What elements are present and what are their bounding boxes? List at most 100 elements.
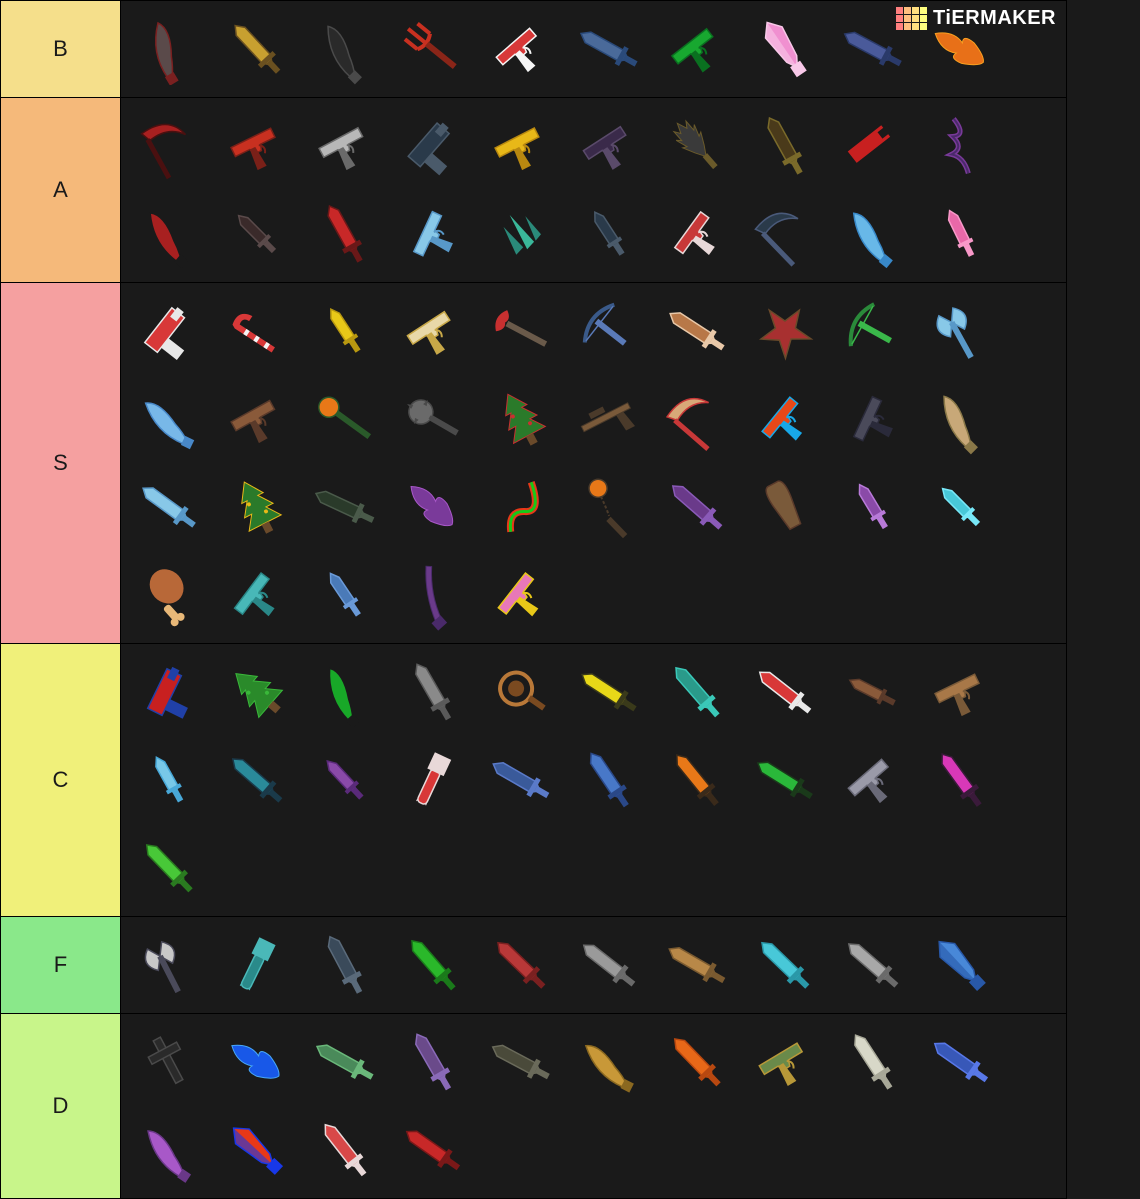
tier-item[interactable] xyxy=(391,377,475,461)
tier-item[interactable] xyxy=(391,1020,475,1104)
tier-item[interactable] xyxy=(215,104,299,188)
tier-item[interactable] xyxy=(567,923,651,1007)
tier-item[interactable] xyxy=(303,104,387,188)
tier-item[interactable] xyxy=(127,923,211,1007)
tier-item[interactable] xyxy=(567,7,651,91)
tier-item[interactable] xyxy=(479,7,563,91)
tier-item[interactable] xyxy=(391,289,475,373)
tier-item[interactable] xyxy=(127,1020,211,1104)
tier-item[interactable] xyxy=(215,923,299,1007)
tier-label[interactable]: S xyxy=(1,283,121,643)
tier-item[interactable] xyxy=(655,377,739,461)
tier-items-container[interactable] xyxy=(121,644,1066,916)
tier-item[interactable] xyxy=(479,738,563,822)
tier-item[interactable] xyxy=(303,192,387,276)
tier-item[interactable] xyxy=(743,650,827,734)
tier-item[interactable] xyxy=(303,377,387,461)
tier-item[interactable] xyxy=(655,650,739,734)
tier-item[interactable] xyxy=(743,738,827,822)
tier-item[interactable] xyxy=(303,7,387,91)
tier-item[interactable] xyxy=(303,465,387,549)
tier-item[interactable] xyxy=(127,377,211,461)
tier-label[interactable]: B xyxy=(1,1,121,97)
tier-item[interactable] xyxy=(303,738,387,822)
tier-item[interactable] xyxy=(215,192,299,276)
tier-item[interactable] xyxy=(215,738,299,822)
tier-item[interactable] xyxy=(391,1108,475,1192)
tier-item[interactable] xyxy=(919,1020,1003,1104)
tier-items-container[interactable] xyxy=(121,98,1066,282)
tier-item[interactable] xyxy=(743,192,827,276)
tier-item[interactable] xyxy=(215,7,299,91)
tier-item[interactable] xyxy=(479,289,563,373)
tier-item[interactable] xyxy=(831,104,915,188)
tier-item[interactable] xyxy=(567,465,651,549)
tier-item[interactable] xyxy=(919,377,1003,461)
tier-item[interactable] xyxy=(391,465,475,549)
tier-label[interactable]: C xyxy=(1,644,121,916)
tier-item[interactable] xyxy=(127,1108,211,1192)
tier-item[interactable] xyxy=(303,1020,387,1104)
tier-item[interactable] xyxy=(215,377,299,461)
tier-item[interactable] xyxy=(127,465,211,549)
tier-item[interactable] xyxy=(655,465,739,549)
tier-item[interactable] xyxy=(655,289,739,373)
tier-item[interactable] xyxy=(215,289,299,373)
tier-item[interactable] xyxy=(391,738,475,822)
tier-item[interactable] xyxy=(479,923,563,1007)
tier-item[interactable] xyxy=(919,289,1003,373)
tier-item[interactable] xyxy=(655,738,739,822)
tier-item[interactable] xyxy=(127,738,211,822)
tier-item[interactable] xyxy=(831,192,915,276)
tier-item[interactable] xyxy=(919,192,1003,276)
tier-item[interactable] xyxy=(127,104,211,188)
tier-item[interactable] xyxy=(479,104,563,188)
tier-item[interactable] xyxy=(127,650,211,734)
tier-item[interactable] xyxy=(567,192,651,276)
tier-item[interactable] xyxy=(831,289,915,373)
tier-item[interactable] xyxy=(303,289,387,373)
tier-item[interactable] xyxy=(391,650,475,734)
tier-item[interactable] xyxy=(831,377,915,461)
tier-item[interactable] xyxy=(303,553,387,637)
tier-item[interactable] xyxy=(919,650,1003,734)
tier-item[interactable] xyxy=(479,192,563,276)
tier-item[interactable] xyxy=(479,650,563,734)
tier-item[interactable] xyxy=(567,289,651,373)
tier-item[interactable] xyxy=(479,1020,563,1104)
tier-items-container[interactable] xyxy=(121,917,1066,1013)
tier-item[interactable] xyxy=(831,1020,915,1104)
tier-item[interactable] xyxy=(215,553,299,637)
tier-item[interactable] xyxy=(215,1108,299,1192)
tier-item[interactable] xyxy=(655,104,739,188)
tier-item[interactable] xyxy=(303,923,387,1007)
tier-item[interactable] xyxy=(567,104,651,188)
tier-item[interactable] xyxy=(567,650,651,734)
tier-item[interactable] xyxy=(567,377,651,461)
tier-item[interactable] xyxy=(479,465,563,549)
tier-item[interactable] xyxy=(391,104,475,188)
tier-item[interactable] xyxy=(127,7,211,91)
tier-item[interactable] xyxy=(391,923,475,1007)
tier-item[interactable] xyxy=(919,923,1003,1007)
tier-item[interactable] xyxy=(479,553,563,637)
tier-item[interactable] xyxy=(567,738,651,822)
tier-label[interactable]: D xyxy=(1,1014,121,1198)
tier-item[interactable] xyxy=(127,826,211,910)
tier-item[interactable] xyxy=(919,738,1003,822)
tier-item[interactable] xyxy=(743,377,827,461)
tier-item[interactable] xyxy=(303,1108,387,1192)
tier-item[interactable] xyxy=(215,465,299,549)
tier-item[interactable] xyxy=(391,192,475,276)
tier-label[interactable]: A xyxy=(1,98,121,282)
tier-item[interactable] xyxy=(215,650,299,734)
tier-item[interactable] xyxy=(567,1020,651,1104)
tier-item[interactable] xyxy=(831,650,915,734)
tier-item[interactable] xyxy=(479,377,563,461)
tier-item[interactable] xyxy=(743,465,827,549)
tier-item[interactable] xyxy=(127,553,211,637)
tier-item[interactable] xyxy=(655,1020,739,1104)
tier-item[interactable] xyxy=(391,7,475,91)
tier-label[interactable]: F xyxy=(1,917,121,1013)
tier-items-container[interactable] xyxy=(121,283,1066,643)
